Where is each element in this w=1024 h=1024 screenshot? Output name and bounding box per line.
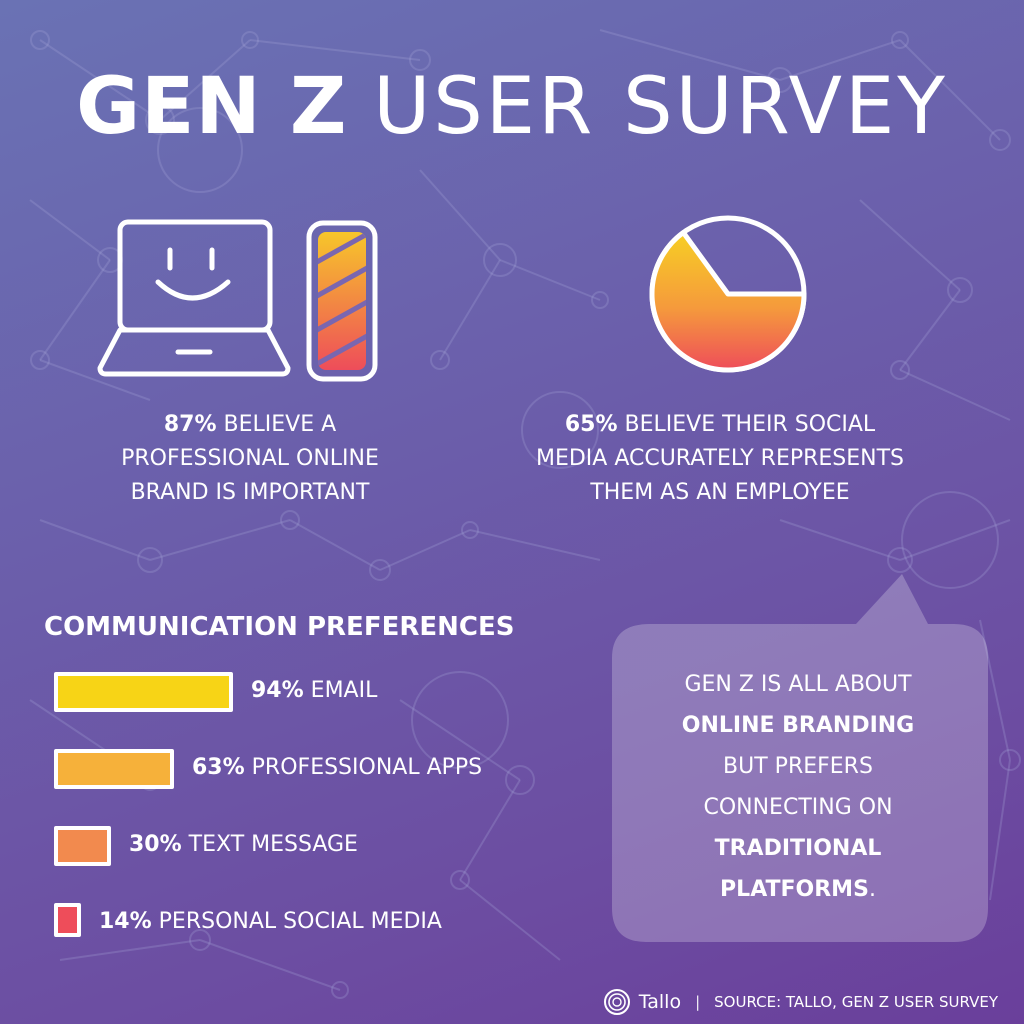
footer-separator: | bbox=[695, 993, 701, 1011]
stat-block-1: 87% BELIEVE A PROFESSIONAL ONLINE BRAND … bbox=[70, 408, 430, 510]
stat-2-value: 65% bbox=[564, 412, 618, 437]
bubble-line1: GEN Z IS ALL ABOUT bbox=[684, 672, 912, 697]
bar-value-label: 63% bbox=[192, 755, 245, 780]
bar-professional-apps bbox=[54, 749, 174, 789]
pie-slice-65 bbox=[649, 230, 807, 373]
stat-1-line1: BELIEVE A bbox=[223, 412, 337, 437]
bar-category-label: TEXT MESSAGE bbox=[181, 832, 358, 857]
footer: Tallo | SOURCE: TALLO, GEN Z USER SURVEY bbox=[603, 988, 998, 1016]
bar-label-personal-social-media: 14% PERSONAL SOCIAL MEDIA bbox=[99, 906, 442, 938]
bubble-line4: CONNECTING ON bbox=[703, 795, 893, 820]
bar-category-label: EMAIL bbox=[303, 678, 378, 703]
stat-2-line3: THEM AS AN EMPLOYEE bbox=[590, 480, 850, 505]
bubble-punct: . bbox=[868, 877, 876, 902]
stat-2-line2: MEDIA ACCURATELY REPRESENTS bbox=[535, 446, 905, 471]
bar-label-email: 94% EMAIL bbox=[251, 675, 377, 707]
bubble-line5: TRADITIONAL bbox=[714, 836, 882, 861]
page-title: GEN Z USER SURVEY bbox=[0, 62, 1024, 152]
tallo-logo-icon bbox=[603, 989, 630, 1015]
bar-value-label: 94% bbox=[251, 678, 304, 703]
bar-category-label: PERSONAL SOCIAL MEDIA bbox=[151, 909, 442, 934]
speech-bubble bbox=[612, 574, 988, 942]
bubble-line2: ONLINE BRANDING bbox=[681, 713, 915, 738]
bar-label-text-message: 30% TEXT MESSAGE bbox=[129, 829, 358, 861]
brand-name: Tallo bbox=[638, 991, 682, 1013]
bar-category-label: PROFESSIONAL APPS bbox=[244, 755, 483, 780]
title-bold: GEN Z bbox=[76, 62, 348, 152]
bubble-line6: PLATFORMS bbox=[720, 877, 869, 902]
stat-block-2: 65% BELIEVE THEIR SOCIAL MEDIA ACCURATEL… bbox=[470, 408, 970, 510]
bar-value-label: 30% bbox=[129, 832, 182, 857]
bubble-text: GEN Z IS ALL ABOUT ONLINE BRANDING BUT P… bbox=[610, 664, 986, 910]
stat-2-line1: BELIEVE THEIR SOCIAL bbox=[624, 412, 876, 437]
bar-value-label: 14% bbox=[99, 909, 152, 934]
bar-label-professional-apps: 63% PROFESSIONAL APPS bbox=[192, 752, 482, 784]
pie-65-icon bbox=[649, 215, 807, 373]
source-text: SOURCE: TALLO, GEN Z USER SURVEY bbox=[714, 993, 998, 1011]
phone-battery-icon bbox=[306, 220, 378, 382]
bar-text-message bbox=[54, 826, 111, 866]
bubble-line3: BUT PREFERS bbox=[723, 754, 873, 779]
stat-1-line2: PROFESSIONAL ONLINE bbox=[121, 446, 379, 471]
smiling-laptop-icon bbox=[97, 219, 291, 377]
stat-1-line3: BRAND IS IMPORTANT bbox=[130, 480, 370, 505]
title-light: USER SURVEY bbox=[373, 62, 948, 152]
section-title: COMMUNICATION PREFERENCES bbox=[44, 612, 515, 642]
bar-personal-social-media bbox=[54, 903, 81, 937]
stat-1-value: 87% bbox=[163, 412, 217, 437]
bar-email bbox=[54, 672, 233, 712]
